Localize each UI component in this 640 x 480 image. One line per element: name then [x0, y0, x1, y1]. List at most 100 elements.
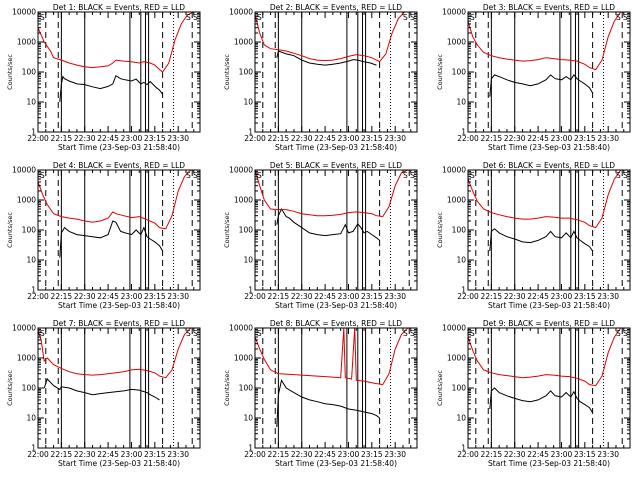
x-tick-label: 23:15	[574, 450, 596, 459]
y-tick-label: 10	[456, 256, 466, 265]
chart-title: Det 4: BLACK = Events, RED = LLD	[53, 161, 185, 170]
chart-panel-5: 1 10 100 1000 10000 22:00 22:15 22:30 22:45 23:00…	[223, 161, 418, 310]
x-tick-label: 23:30	[384, 134, 406, 143]
x-tick-label: 22:30	[504, 292, 526, 301]
y-tick-label: 10000	[229, 8, 253, 17]
x-tick-label: 22:00	[457, 134, 479, 143]
x-tick-label: 22:30	[74, 134, 96, 143]
series-line-lld	[467, 327, 622, 387]
x-tick-label: 23:30	[167, 292, 189, 301]
x-tick-label: 22:30	[74, 292, 96, 301]
x-tick-label: 22:00	[457, 292, 479, 301]
y-tick-label: 1	[248, 286, 253, 295]
corner-label: S	[186, 329, 191, 338]
x-tick-label: 22:00	[244, 134, 266, 143]
corner-label: S	[623, 13, 628, 22]
y-tick-label: 1000	[234, 38, 253, 47]
chart-title: Det 9: BLACK = Events, RED = LLD	[483, 319, 615, 328]
y-tick-label: 100	[239, 384, 254, 393]
y-tick-label: 10000	[12, 324, 36, 333]
chart-panel-9: 1 10 100 1000 10000 22:00 22:15 22:30 22:45 23:00…	[436, 319, 631, 468]
y-tick-label: 100	[452, 226, 467, 235]
chart-panel-6: 1 10 100 1000 10000 22:00 22:15 22:30 22:45 23:00…	[436, 161, 631, 310]
corner-label: S	[410, 329, 415, 338]
y-tick-label: 10000	[442, 324, 466, 333]
y-axis-label: Counts/sec	[6, 212, 14, 248]
x-tick-label: 23:00	[338, 134, 360, 143]
x-tick-label: 22:30	[504, 134, 526, 143]
plot-frame	[37, 169, 201, 291]
y-tick-label: 10	[243, 256, 253, 265]
y-tick-label: 10000	[229, 166, 253, 175]
corner-label: S	[403, 329, 408, 338]
plot-frame	[467, 11, 631, 133]
corner-label: S	[193, 13, 198, 22]
chart-title: Det 2: BLACK = Events, RED = LLD	[270, 3, 402, 12]
x-tick-label: 22:45	[527, 450, 549, 459]
x-tick-label: 22:15	[51, 134, 73, 143]
x-tick-label: 23:15	[144, 292, 166, 301]
x-tick-label: 22:30	[74, 450, 96, 459]
series-line-lld	[254, 11, 405, 63]
x-tick-label: 23:30	[384, 450, 406, 459]
series-line-lld	[467, 169, 622, 229]
x-tick-label: 23:30	[167, 450, 189, 459]
x-axis-label: Start Time (23-Sep-03 21:58:40)	[58, 143, 180, 152]
x-tick-label: 22:15	[481, 134, 503, 143]
y-tick-label: 100	[22, 68, 37, 77]
chart-panel-8: 1 10 100 1000 10000 22:00 22:15 22:30 22:45 23:00…	[223, 319, 418, 468]
y-tick-label: 10000	[12, 166, 36, 175]
series-line-events	[489, 74, 594, 97]
corner-label: S	[410, 13, 415, 22]
chart-title: Det 5: BLACK = Events, RED = LLD	[270, 161, 402, 170]
corner-label: S	[470, 329, 475, 338]
corner-label: S	[403, 13, 408, 22]
y-axis-label: Counts/sec	[436, 54, 444, 90]
corner-label: S	[616, 171, 621, 180]
y-tick-label: 1000	[447, 196, 466, 205]
x-tick-label: 22:00	[27, 292, 49, 301]
y-axis-label: Counts/sec	[436, 212, 444, 248]
y-tick-label: 1	[248, 128, 253, 137]
corner-label: S	[186, 171, 191, 180]
series-line-lld	[37, 169, 192, 230]
chart-title: Det 1: BLACK = Events, RED = LLD	[53, 3, 185, 12]
y-tick-label: 1000	[447, 354, 466, 363]
y-tick-label: 10	[26, 256, 36, 265]
chart-panel-3: 1 10 100 1000 10000 22:00 22:15 22:30 22:45 23:00…	[436, 3, 631, 152]
y-tick-label: 10000	[442, 166, 466, 175]
y-tick-label: 10	[456, 414, 466, 423]
y-tick-label: 10	[456, 98, 466, 107]
x-tick-label: 22:45	[314, 450, 336, 459]
x-tick-label: 22:30	[291, 450, 313, 459]
plot-frame	[37, 327, 201, 449]
x-tick-label: 22:30	[291, 292, 313, 301]
y-tick-label: 1000	[234, 354, 253, 363]
x-tick-label: 22:30	[504, 450, 526, 459]
x-tick-label: 22:15	[268, 134, 290, 143]
x-tick-label: 22:15	[481, 292, 503, 301]
series-line-events	[43, 378, 160, 401]
y-tick-label: 10	[243, 414, 253, 423]
x-axis-label: Start Time (23-Sep-03 21:58:40)	[488, 301, 610, 310]
x-tick-label: 23:00	[121, 292, 143, 301]
chart-panel-1: 1 10 100 1000 10000 22:00 22:15 22:30 22:45 23:00…	[6, 3, 201, 152]
y-tick-label: 1000	[447, 38, 466, 47]
x-tick-label: 22:30	[291, 134, 313, 143]
x-tick-label: 22:15	[481, 450, 503, 459]
y-tick-label: 10	[26, 414, 36, 423]
y-tick-label: 1000	[17, 354, 36, 363]
corner-label: S	[410, 171, 415, 180]
x-tick-label: 23:30	[597, 134, 619, 143]
y-axis-label: Counts/sec	[223, 370, 231, 406]
series-line-events	[489, 228, 594, 252]
x-tick-label: 22:00	[244, 450, 266, 459]
corner-label: S	[257, 329, 262, 338]
series-line-lld	[254, 327, 409, 386]
x-tick-label: 23:00	[551, 134, 573, 143]
x-tick-label: 22:45	[527, 292, 549, 301]
x-tick-label: 22:15	[268, 450, 290, 459]
y-tick-label: 10000	[229, 324, 253, 333]
y-tick-label: 10000	[442, 8, 466, 17]
